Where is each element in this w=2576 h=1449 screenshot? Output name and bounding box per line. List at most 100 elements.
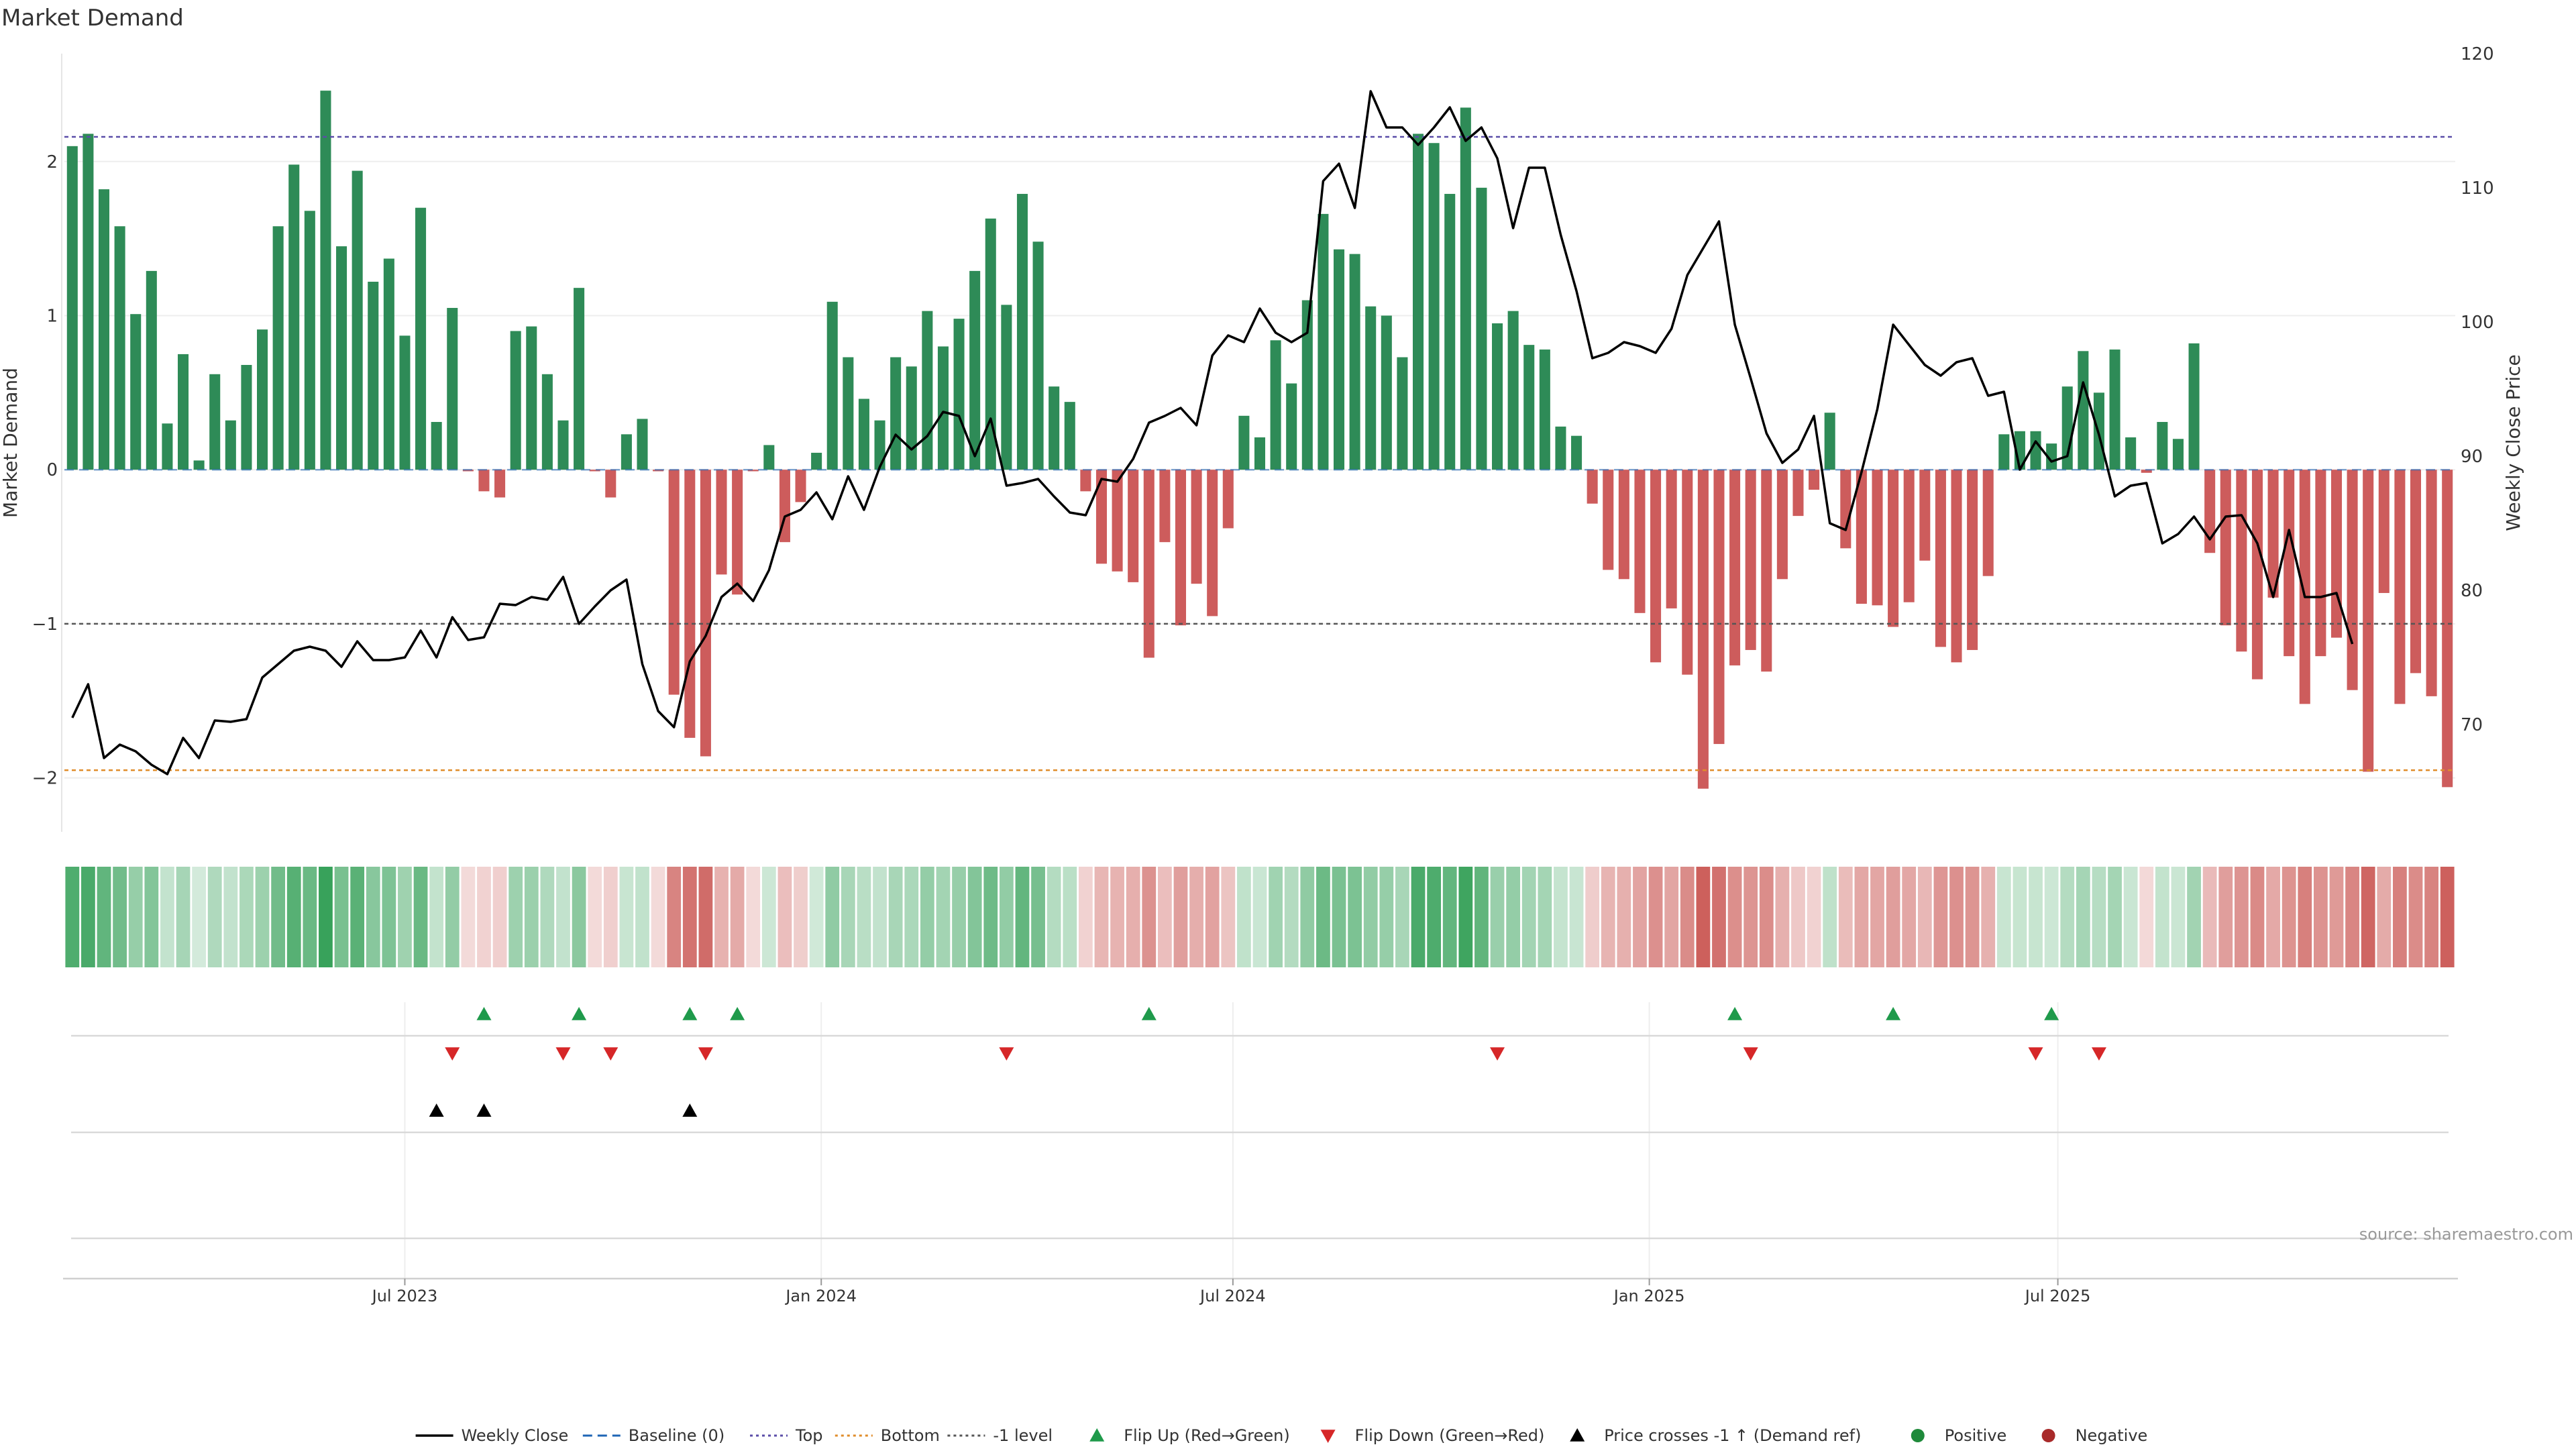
heat-cell <box>1284 867 1299 967</box>
heat-cell <box>1173 867 1188 967</box>
heat-cell <box>1269 867 1283 967</box>
flip-up-marker <box>682 1007 698 1020</box>
demand-bar <box>1476 187 1487 470</box>
demand-bar <box>2251 470 2263 680</box>
heat-cell <box>1965 867 1980 967</box>
demand-bar <box>304 211 315 470</box>
legend-circle-swatch <box>2041 1429 2055 1442</box>
demand-bar <box>368 281 379 470</box>
legend-item: Baseline (0) <box>582 1426 724 1445</box>
demand-bar <box>1175 470 1187 626</box>
demand-bar <box>1587 470 1598 504</box>
heat-cell <box>1807 867 1821 967</box>
demand-bar <box>621 434 632 470</box>
demand-bar <box>1713 470 1725 745</box>
demand-bar <box>1761 470 1772 672</box>
heat-cell <box>1791 867 1805 967</box>
heat-cell <box>1854 867 1869 967</box>
demand-bar <box>2363 470 2374 772</box>
flip-down-marker <box>2091 1047 2106 1061</box>
heat-cell <box>2424 867 2438 967</box>
legend-circle-swatch <box>1911 1429 1925 1442</box>
heat-cell <box>1743 867 1758 967</box>
demand-bar <box>66 146 78 470</box>
heat-cell <box>2155 867 2169 967</box>
heat-cell <box>1569 867 1584 967</box>
heat-cell <box>1680 867 1695 967</box>
flip-down-marker <box>2028 1047 2043 1061</box>
demand-bar <box>1413 133 1424 470</box>
source-note: source: sharemaestro.com <box>2359 1225 2573 1244</box>
demand-bar <box>700 470 711 757</box>
heat-cell <box>2408 867 2423 967</box>
heat-cell <box>1110 867 1124 967</box>
demand-bar <box>1903 470 1915 602</box>
demand-bar <box>637 419 648 470</box>
price-cross-marker <box>429 1104 444 1117</box>
heat-cell <box>1427 867 1442 967</box>
flip-down-marker <box>999 1047 1014 1061</box>
heat-cell <box>2076 867 2090 967</box>
demand-bar <box>209 374 221 470</box>
heat-cell <box>1015 867 1030 967</box>
demand-bar <box>1809 470 1820 490</box>
demand-bar <box>1888 470 1899 627</box>
heat-cell <box>1933 867 1948 967</box>
demand-bar <box>1095 470 1107 564</box>
heat-cell <box>65 867 80 967</box>
heat-cell <box>350 867 365 967</box>
heat-cell <box>429 867 444 967</box>
heat-cell <box>2060 867 2075 967</box>
demand-bar <box>2030 431 2041 470</box>
flip-down-marker <box>698 1047 713 1061</box>
demand-bar <box>2078 351 2089 470</box>
heat-cell <box>1538 867 1552 967</box>
heat-cell <box>1648 867 1663 967</box>
demand-bar <box>478 470 490 492</box>
heat-cell <box>841 867 855 967</box>
heat-cell <box>1300 867 1315 967</box>
demand-bar <box>747 470 759 472</box>
demand-bar <box>83 133 94 470</box>
heat-cell <box>2313 867 2328 967</box>
demand-bar <box>1254 437 1266 470</box>
heat-cell <box>2187 867 2201 967</box>
heat-cell <box>255 867 270 967</box>
demand-bar <box>415 207 427 470</box>
heat-cell <box>2092 867 2106 967</box>
heat-cell <box>873 867 887 967</box>
demand-bar <box>2394 470 2406 704</box>
heat-cell <box>1490 867 1505 967</box>
demand-bar <box>668 470 680 695</box>
demand-bar <box>1112 470 1123 572</box>
demand-bar <box>1349 254 1360 470</box>
demand-bar <box>716 470 727 575</box>
heat-cell <box>319 867 333 967</box>
y-tick-label: 0 <box>46 460 58 480</box>
heat-cell <box>761 867 776 967</box>
demand-bar <box>494 470 506 498</box>
demand-bar <box>2330 470 2343 638</box>
demand-bar <box>399 335 411 470</box>
heat-cell <box>366 867 380 967</box>
demand-bar <box>937 346 949 470</box>
heat-cell <box>334 867 349 967</box>
heat-cell <box>1221 867 1236 967</box>
heat-cell <box>1696 867 1711 967</box>
legend-label: Baseline (0) <box>629 1426 724 1445</box>
heat-cell <box>682 867 697 967</box>
y-tick-label: 1 <box>46 306 58 326</box>
demand-bar <box>795 470 806 502</box>
demand-bar <box>858 398 869 470</box>
flip-up-marker <box>572 1007 587 1020</box>
price-line <box>71 90 2354 775</box>
heat-cell <box>207 867 222 967</box>
heat-cell <box>2044 867 2059 967</box>
demand-bar <box>874 420 885 470</box>
heat-cell <box>1902 867 1917 967</box>
x-axis: Jul 2023 Jan 2024 Jul 2024 Jan 2025 Jul 2025 <box>371 1279 2090 1305</box>
heat-cell <box>1031 867 1045 967</box>
demand-bar <box>1270 340 1281 470</box>
flip-down-marker <box>603 1047 619 1061</box>
heat-cell <box>81 867 95 967</box>
